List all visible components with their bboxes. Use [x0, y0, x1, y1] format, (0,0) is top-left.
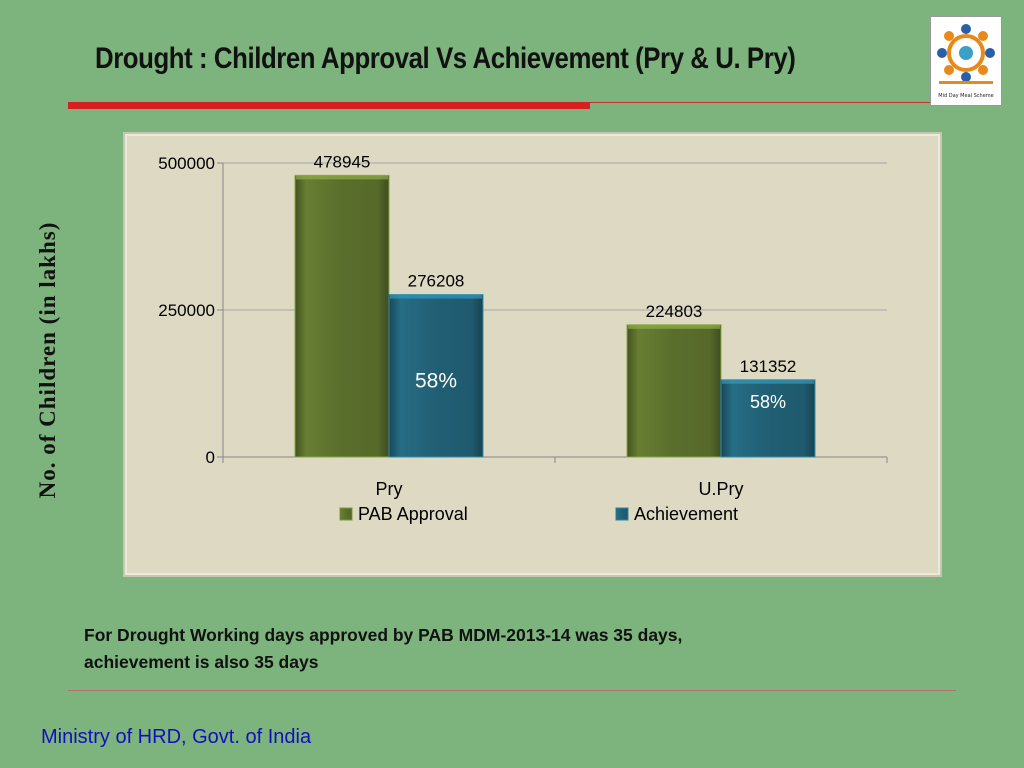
- bar-achievement: [720, 379, 816, 458]
- legend-label: Achievement: [634, 504, 738, 524]
- title-underline-thin: [590, 102, 930, 103]
- bar-achievement: [388, 294, 484, 458]
- y-axis-title-text: No. of Children (in lakhs): [35, 221, 60, 499]
- note-line-2: achievement is also 35 days: [84, 652, 319, 672]
- note-text: For Drought Working days approved by PAB…: [84, 622, 944, 676]
- percent-annotation: 58%: [415, 370, 457, 393]
- logo-emblem-icon: [937, 24, 995, 84]
- legend-swatch: [615, 507, 629, 521]
- bar-pab-approval: [626, 324, 722, 458]
- percent-annotation: 58%: [750, 392, 786, 412]
- bar-top-highlight: [628, 324, 720, 329]
- data-label: 224803: [646, 302, 703, 321]
- footer-text: Ministry of HRD, Govt. of India: [41, 726, 312, 748]
- y-tick-label: 500000: [158, 154, 215, 173]
- data-label: 276208: [408, 272, 465, 291]
- note-line-1: For Drought Working days approved by PAB…: [84, 625, 683, 645]
- y-tick-label: 250000: [158, 301, 215, 320]
- logo-caption: Mid Day Meal Scheme: [938, 93, 994, 99]
- category-label: U.Pry: [699, 479, 744, 499]
- bar-pab-approval: [294, 174, 390, 458]
- bar-chart: 0 250000 500000 478945 276208 58% Pry 224803 131…: [158, 152, 888, 524]
- mdm-logo: Mid Day Meal Scheme: [930, 16, 1002, 106]
- y-tick-label: 0: [206, 448, 215, 467]
- category-label: Pry: [376, 479, 403, 499]
- bar-top-highlight: [722, 379, 814, 384]
- chart-panel: 0 250000 500000 478945 276208 58% Pry 224803 131…: [123, 132, 942, 577]
- data-label: 478945: [314, 152, 371, 171]
- legend-label: PAB Approval: [358, 504, 468, 524]
- footer-divider: [68, 690, 956, 691]
- legend-swatch: [339, 507, 353, 521]
- title-underline-red: [68, 102, 590, 109]
- data-label: 131352: [740, 357, 797, 376]
- slide-title: Drought : Children Approval Vs Achieveme…: [95, 42, 796, 75]
- bar-top-highlight: [296, 175, 388, 180]
- bar-top-highlight: [390, 294, 482, 299]
